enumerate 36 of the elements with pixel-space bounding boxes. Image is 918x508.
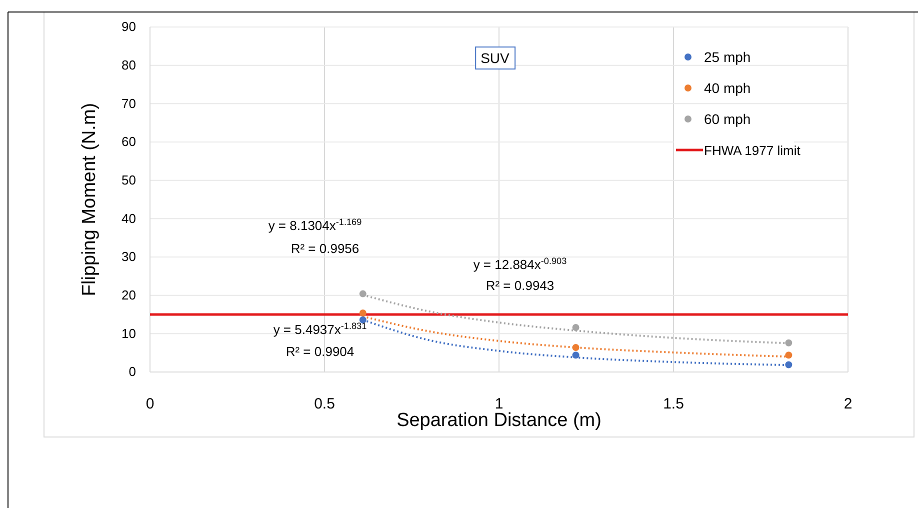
point — [572, 352, 580, 359]
x-tick-label: 2 — [844, 396, 852, 413]
y-tick-label: 0 — [128, 364, 136, 380]
annotation: R² = 0.9904 — [286, 344, 354, 359]
point — [572, 324, 580, 332]
y-tick-label: 60 — [122, 134, 136, 150]
x-tick-label: 0.5 — [314, 396, 335, 413]
x-tick-label: 1 — [494, 396, 504, 413]
annotation: R² = 0.9956 — [290, 241, 360, 256]
point — [785, 352, 792, 359]
y-tick-label: 50 — [122, 172, 136, 188]
annotation: y = 8.1304x$^{-1.169}$ — [268, 217, 362, 233]
legend-label: 60 mph — [704, 111, 751, 127]
x-tick-label: 1.5 — [663, 396, 684, 413]
point — [359, 290, 366, 298]
x-tick-label: 0 — [146, 396, 154, 413]
text: SUV — [480, 50, 510, 66]
y-tick-label: 90 — [122, 19, 136, 34]
legend-label: 25 mph — [704, 49, 751, 65]
point — [785, 339, 792, 346]
y-tick-label: 70 — [122, 96, 136, 111]
point — [572, 344, 580, 351]
y-tick-label: 20 — [122, 287, 136, 302]
annotation: R² = 0.9943 — [486, 278, 554, 293]
legend-label: FHWA 1977 limit — [704, 143, 801, 158]
annotation: y = 5.4937x$^{-1.831}$ — [273, 321, 367, 337]
y-tick-label: 30 — [122, 249, 136, 264]
y-tick-label: 10 — [122, 326, 136, 341]
y-tick-label: 40 — [122, 210, 136, 226]
y-tick-label: 80 — [122, 57, 136, 72]
legend-label: 40 mph — [704, 80, 751, 96]
annotation: y = 12.884x$^{-0.903}$ — [473, 256, 567, 272]
point — [785, 361, 792, 368]
y-axis-title: Flipping Moment (N.m) — [79, 102, 100, 296]
x-axis-title: Separation Distance (m) — [396, 410, 602, 431]
point — [359, 309, 366, 316]
